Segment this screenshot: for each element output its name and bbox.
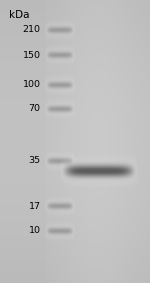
Text: 35: 35	[28, 156, 40, 165]
Text: 150: 150	[22, 51, 40, 60]
Text: 70: 70	[28, 104, 40, 113]
Text: 210: 210	[22, 25, 40, 34]
Text: 17: 17	[28, 201, 40, 211]
Text: kDa: kDa	[9, 10, 30, 20]
Text: 10: 10	[28, 226, 40, 235]
Text: 100: 100	[22, 80, 40, 89]
